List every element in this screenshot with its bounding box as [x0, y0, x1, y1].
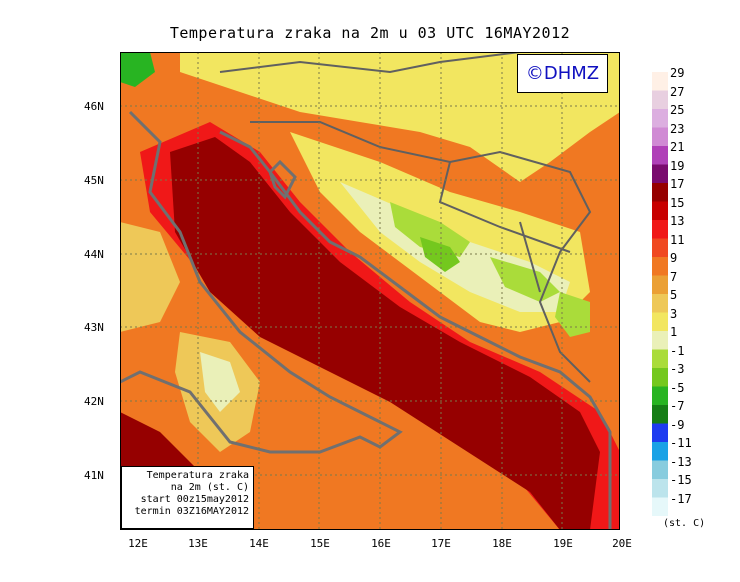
- field-green-nw: [120, 52, 155, 87]
- lon-label-15e: 15E: [310, 537, 330, 550]
- legend-label: 1: [670, 325, 678, 339]
- legend-label: -1: [670, 343, 685, 358]
- legend-label: 23: [670, 121, 685, 136]
- legend-swatch: [652, 405, 668, 424]
- lat-label-45n: 45N: [84, 174, 104, 187]
- legend-swatch: [652, 127, 668, 146]
- legend-label: 27: [670, 84, 685, 99]
- legend-label: 19: [670, 158, 685, 173]
- lon-label-13e: 13E: [188, 537, 208, 550]
- lon-label-18e: 18E: [492, 537, 512, 550]
- legend-label: -9: [670, 417, 685, 432]
- legend-swatch: [652, 368, 668, 387]
- legend-label: -7: [670, 399, 685, 413]
- info-line-1: Temperatura zraka: [146, 470, 249, 481]
- legend-swatch: [652, 109, 668, 128]
- field-green-3: [490, 257, 560, 302]
- legend-swatch: [652, 497, 668, 516]
- legend-swatch: [652, 72, 668, 91]
- field-green-1: [390, 202, 470, 257]
- legend-label: 11: [670, 232, 685, 247]
- lon-label-17e: 17E: [431, 537, 451, 550]
- legend-unit: (st. C): [663, 518, 706, 529]
- lon-label-12e: 12E: [128, 537, 148, 550]
- field-green-4: [555, 292, 590, 337]
- lat-label-42n: 42N: [84, 395, 104, 408]
- legend-swatch: [652, 479, 668, 498]
- coastline-istria: [268, 159, 297, 200]
- lon-label-19e: 19E: [553, 537, 573, 550]
- legend-swatch: [652, 312, 668, 331]
- lon-label-14e: 14E: [249, 537, 269, 550]
- legend-label: 9: [670, 251, 678, 265]
- lon-label-16e: 16E: [371, 537, 391, 550]
- legend-label: 15: [670, 195, 685, 210]
- legend-label: 3: [670, 306, 678, 321]
- legend-label: -15: [670, 473, 692, 487]
- info-line-2: na 2m (st. C): [170, 482, 249, 493]
- legend-label: 25: [670, 103, 685, 117]
- legend-swatch: [652, 331, 668, 350]
- legend-label: -11: [670, 436, 692, 450]
- temperature-map: [120, 52, 620, 530]
- legend-swatch: [652, 238, 668, 257]
- legend-swatch: [652, 164, 668, 183]
- field-yellow-north: [180, 52, 620, 182]
- legend-label: 7: [670, 269, 678, 284]
- legend-label: -5: [670, 380, 685, 395]
- legend-label: 13: [670, 214, 685, 228]
- coastline-croatia: [219, 130, 612, 530]
- lat-label-41n: 41N: [84, 469, 104, 482]
- legend-swatch: [652, 386, 668, 405]
- legend-swatch: [652, 183, 668, 202]
- legend-swatch: [652, 423, 668, 442]
- legend-swatch: [652, 349, 668, 368]
- color-legend: [652, 72, 668, 516]
- legend-swatch: [652, 275, 668, 294]
- legend-label: 5: [670, 288, 678, 302]
- legend-swatch: [652, 201, 668, 220]
- legend-swatch: [652, 442, 668, 461]
- dhmz-logo: ©DHMZ: [517, 54, 608, 93]
- legend-label: -3: [670, 362, 685, 376]
- legend-swatch: [652, 90, 668, 109]
- legend-label: 17: [670, 177, 685, 191]
- lon-label-20e: 20E: [612, 537, 632, 550]
- legend-label: 29: [670, 66, 685, 80]
- field-pale-italy: [200, 352, 240, 412]
- graticule: [120, 52, 620, 530]
- map-title: Temperatura zraka na 2m u 03 UTC 16MAY20…: [169, 24, 571, 42]
- legend-swatch: [652, 460, 668, 479]
- field-yellow-west: [120, 222, 180, 332]
- field-darkred-adriatic: [170, 137, 600, 530]
- legend-swatch: [652, 257, 668, 276]
- info-line-4: termin 03Z16MAY2012: [134, 506, 249, 517]
- legend-label: -13: [670, 454, 692, 469]
- legend-swatch: [652, 146, 668, 165]
- legend-label: -17: [670, 491, 692, 506]
- legend-label: 21: [670, 140, 685, 154]
- info-box: Temperatura zraka na 2m (st. C) start 00…: [121, 466, 254, 529]
- lat-label-46n: 46N: [84, 100, 104, 113]
- legend-swatch: [652, 220, 668, 239]
- coastline-italy: [120, 110, 403, 454]
- info-line-3: start 00z15may2012: [140, 494, 249, 505]
- legend-swatch: [652, 294, 668, 313]
- lat-label-44n: 44N: [84, 248, 104, 261]
- lat-label-43n: 43N: [84, 321, 104, 334]
- country-borders: [219, 52, 592, 383]
